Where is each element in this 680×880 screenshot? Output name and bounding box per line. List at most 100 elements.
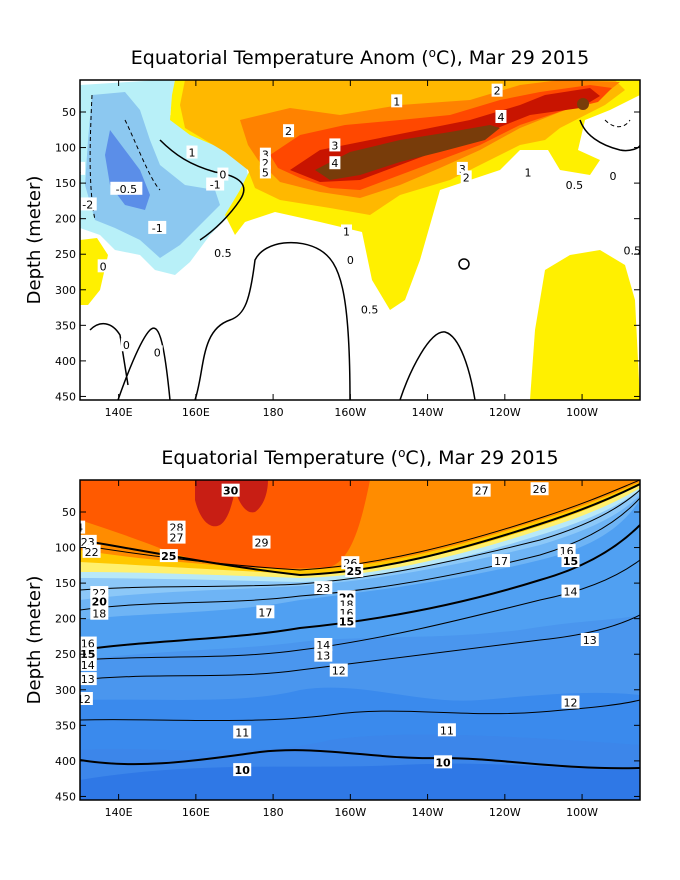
contour-label: 1 [340, 224, 352, 238]
contour-label-text: 2 [285, 125, 292, 138]
y-tick-label: 450 [55, 390, 76, 403]
contour-label-bg [580, 633, 599, 646]
x-tick-label: 140W [412, 806, 444, 819]
contour-label: 2 [259, 156, 271, 170]
contour-label: 20 [90, 594, 109, 609]
x-tick-label: 140E [105, 406, 133, 419]
contour-label: 17 [491, 554, 510, 568]
y-tick-label: 100 [55, 142, 76, 155]
contour-label-text: 24 [69, 522, 83, 535]
y-tick-label: 200 [55, 213, 76, 226]
contour-label: 3 [259, 147, 271, 162]
contour-label-text: -0.5 [116, 183, 137, 196]
contour-label-bg [345, 564, 364, 578]
contour-label-text: 0 [609, 170, 616, 183]
contour-label-text: 0 [123, 339, 130, 352]
contour-label-bg [221, 483, 240, 497]
contour-label-bg [391, 94, 403, 108]
contour-label-text: 12 [332, 665, 346, 678]
x-tick-label: 180 [263, 806, 284, 819]
contour-label: 2 [460, 170, 472, 184]
contour-label: 24 [69, 520, 86, 535]
anomaly-y-axis-label: Depth (meter) [24, 176, 45, 305]
contour-label-text: 14 [81, 659, 95, 672]
contour-label-text: 10 [235, 764, 251, 777]
contour-label-text: 13 [583, 634, 597, 647]
contour-label: 0.5 [619, 243, 642, 258]
contour-label: -1 [206, 177, 225, 192]
contour-label-bg [522, 165, 534, 179]
contour-label-bg [329, 156, 341, 170]
contour-label-bg [329, 138, 341, 152]
contour-label-text: 0 [100, 260, 107, 273]
anomaly-chart-title: Equatorial Temperature Anom (oC), Mar 29… [131, 46, 589, 69]
contour-label: 27 [167, 530, 186, 545]
contour-label: 12 [561, 695, 580, 710]
x-tick-label: 100W [566, 806, 598, 819]
contour-label-text: 15 [563, 555, 578, 568]
contour-label-text: 12 [563, 697, 577, 710]
temperature-y-axis-label: Depth (meter) [24, 576, 45, 705]
contour-label-text: 12 [77, 693, 91, 706]
anomaly-title-main: Equatorial Temperature Anom ( [131, 47, 429, 69]
contour-label-bg [206, 177, 225, 191]
contour-label-text: 0.5 [624, 245, 642, 258]
contour-label-bg [80, 197, 97, 211]
contour-label: 1 [186, 145, 198, 160]
contour-label-bg [90, 606, 109, 620]
contour-label: 0.5 [210, 245, 236, 260]
y-tick-label: 400 [55, 355, 76, 368]
contour-label-bg [167, 520, 186, 534]
contour-label-bg [186, 145, 198, 159]
y-tick-label: 200 [55, 613, 76, 626]
contour-label: 10 [233, 763, 252, 777]
contour-label: 2 [283, 124, 295, 138]
temperature-title-unit: C), Mar 29 2015 [405, 447, 558, 469]
x-tick-label: 120W [489, 406, 521, 419]
contour-label: 3 [329, 138, 341, 152]
anomaly-chart: Equatorial Temperature Anom (oC), Mar 29… [24, 46, 642, 419]
contour-label: 1 [522, 165, 534, 179]
temperature-chart: Equatorial Temperature (oC), Mar 29 2015… [24, 446, 641, 819]
contour-label-bg [491, 554, 510, 568]
contour-label: 0.5 [357, 302, 383, 317]
contour-label-bg [337, 614, 356, 628]
contour-label-text: 0.5 [566, 179, 584, 192]
contour-label-bg [80, 636, 97, 650]
contour-label-text: 11 [440, 724, 454, 737]
contour-label: 25 [345, 564, 364, 578]
contour-label-bg [151, 345, 163, 359]
y-tick-label: 150 [55, 177, 76, 190]
temperature-plot-frame [79, 479, 641, 801]
contour-label-text: 1 [525, 166, 532, 179]
contour-label-bg [80, 657, 97, 671]
contour-label-text: 11 [235, 726, 249, 739]
contour-label-text: 27 [170, 532, 184, 545]
contour-label-bg [259, 156, 271, 170]
x-tick-label: 160W [334, 806, 366, 819]
temp-contours [80, 480, 640, 770]
contour-label: 4 [495, 109, 507, 124]
contour-label-text: 23 [316, 582, 330, 595]
contour-label-text: -1 [71, 163, 82, 176]
contour-label-bg [80, 534, 97, 548]
contour-label-bg [252, 535, 271, 549]
contour-label: 15 [337, 614, 356, 629]
contour-label-text: 4 [497, 111, 504, 124]
x-tick-label: 160E [182, 406, 210, 419]
temperature-contour-labels: 3027262628272423222529262523201816151716… [69, 482, 599, 777]
contour-label: 12 [77, 692, 93, 706]
contour-label-bg [314, 581, 333, 595]
contour-label: 0 [217, 167, 229, 182]
contour-label-bg [530, 482, 549, 496]
contour-label-bg [210, 245, 236, 259]
contour-label-text: 26 [533, 483, 547, 496]
contour-label-bg [217, 167, 229, 181]
contour-label-text: -1 [210, 179, 221, 192]
contour-label-text: 3 [459, 163, 466, 176]
contour-label-text: 1 [343, 225, 350, 238]
contour-label-text: 25 [347, 565, 362, 578]
y-tick-label: 350 [55, 319, 76, 332]
